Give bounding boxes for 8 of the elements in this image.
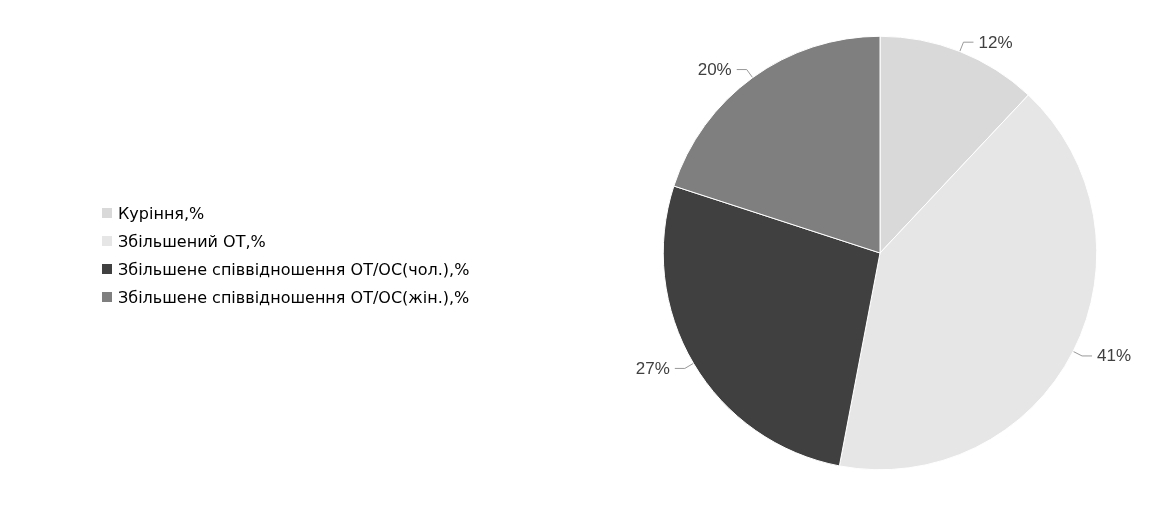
legend-label: Збільшене співвідношення ОТ/ОС(чол.),%: [118, 259, 470, 279]
legend-label: Куріння,%: [118, 203, 205, 223]
legend-label: Збільшений ОТ,%: [118, 231, 266, 251]
data-label: 41%: [1097, 346, 1132, 366]
data-label: 20%: [697, 60, 732, 80]
data-label: 27%: [635, 358, 670, 378]
legend-label: Збільшене співвідношення ОТ/ОС(жін.),%: [118, 287, 470, 307]
data-label: 12%: [978, 32, 1013, 52]
